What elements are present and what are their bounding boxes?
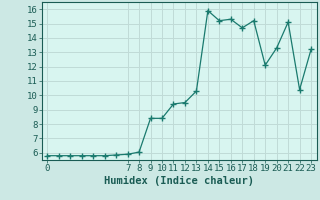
- X-axis label: Humidex (Indice chaleur): Humidex (Indice chaleur): [104, 176, 254, 186]
